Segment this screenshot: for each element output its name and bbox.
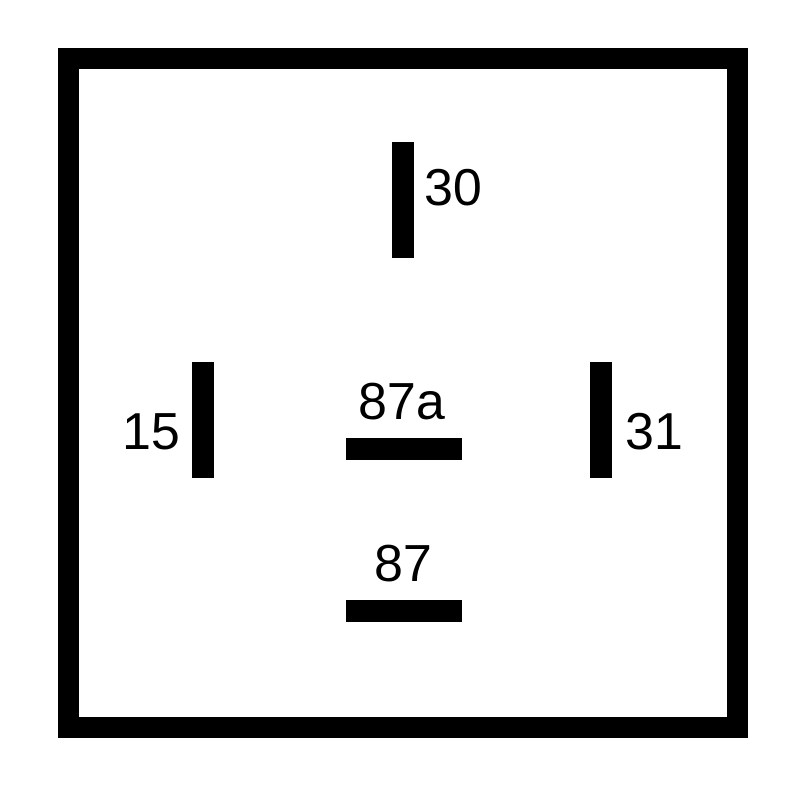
pin-label-30: 30 — [424, 158, 482, 218]
pin-label-31: 31 — [625, 402, 683, 462]
pin-label-15: 15 — [122, 402, 180, 462]
pin-label-87a: 87a — [358, 372, 445, 432]
pin-30 — [392, 142, 414, 258]
pin-label-87: 87 — [374, 534, 432, 594]
pin-31 — [590, 362, 612, 478]
pin-15 — [192, 362, 214, 478]
pin-87 — [346, 600, 462, 622]
pin-87a — [346, 438, 462, 460]
